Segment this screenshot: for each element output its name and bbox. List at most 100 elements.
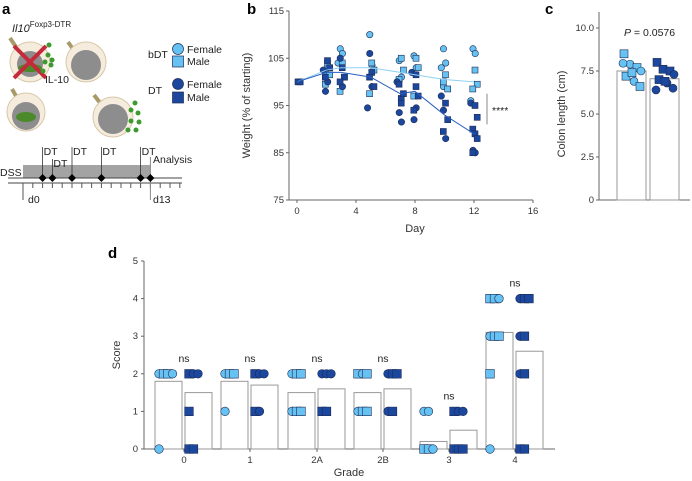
cross-icon <box>12 44 48 80</box>
bar-bdt <box>287 392 316 450</box>
data-point-dt-circle <box>321 87 329 95</box>
ns-annotation: ns <box>178 353 189 365</box>
data-point-dt-square <box>519 444 530 454</box>
data-point-dt-square <box>324 57 331 64</box>
data-point-bdt-square <box>362 406 372 417</box>
dt-label: DT <box>53 158 68 170</box>
y-tick-label: 0 <box>133 444 138 455</box>
foxp3-cell <box>6 88 46 132</box>
data-point-dt-square <box>321 406 332 417</box>
data-point-dt-square <box>387 406 398 417</box>
x-tick-label: 2B <box>377 455 389 466</box>
data-point-bdt-circle <box>167 369 178 379</box>
colon-length-chart: 0 2.5 5.0 7.5 10.0 Colon length (cm) P = 0.057… <box>556 12 690 206</box>
y-tick-label: 75 <box>273 195 284 206</box>
bar-dt <box>515 350 544 450</box>
analysis-label: Analysis <box>153 154 192 166</box>
dt-label: DT <box>102 146 117 158</box>
panel-a-schematic: Il10Foxp3-DTR IL-10 <box>0 20 222 206</box>
p-value-label: P = 0.0576 <box>624 27 675 39</box>
mean-line-bdt <box>296 67 475 83</box>
data-point-dt-square <box>412 83 420 90</box>
data-point-dt-circle <box>364 104 372 112</box>
p-value: = 0.0576 <box>631 27 675 39</box>
il10-label: IL-10 <box>45 74 69 86</box>
data-point-bdt-square <box>485 369 495 379</box>
x-tick-label: 0 <box>294 206 299 217</box>
bar-bdt <box>154 380 183 450</box>
data-point-dt-circle <box>397 118 405 126</box>
data-point-dt-square <box>397 99 405 107</box>
data-point-dt-square <box>473 135 481 142</box>
y-tick-label: 1 <box>133 406 138 417</box>
data-point-bdt-square <box>296 406 306 417</box>
data-point-dt-circle <box>651 85 661 95</box>
data-point-bdt-circle <box>485 444 495 454</box>
legend-dt-label: DT <box>148 85 163 97</box>
x-tick-label: 8 <box>412 206 417 217</box>
x-tick-label: 1 <box>247 455 252 466</box>
data-point-dt-square <box>660 77 670 86</box>
data-point-dt-square <box>458 444 468 454</box>
bar-dt <box>383 388 412 450</box>
data-point-bdt-circle <box>428 444 438 454</box>
y-tick-label: 10.0 <box>576 23 595 34</box>
legend-bdt-male-marker <box>172 55 184 68</box>
data-point-bdt-square <box>471 66 479 74</box>
ns-annotation: ns <box>509 278 520 290</box>
data-point-bdt-square <box>368 59 376 67</box>
data-point-dt-square <box>188 444 199 454</box>
data-point-dt-square <box>524 293 534 304</box>
data-point-bdt-circle <box>636 66 646 76</box>
data-point-bdt-square <box>494 331 504 341</box>
x-tick-label: 12 <box>469 206 480 217</box>
x-axis-label: Day <box>405 223 425 235</box>
data-point-bdt-square <box>414 64 422 71</box>
data-point-dt-square <box>336 78 344 86</box>
data-point-dt-square <box>395 80 403 88</box>
y-tick-label: 4 <box>133 294 138 305</box>
data-point-dt-circle <box>326 369 336 379</box>
score-chart: 0 1 2 3 4 5 Score Grade 0 ns 1 ns 2A ns 2B ns 3 ns 4 ns <box>111 256 555 479</box>
bar-bdt <box>485 331 514 450</box>
x-tick-label: 3 <box>446 455 451 466</box>
dt-diamond <box>68 174 76 182</box>
data-point-bdt-square <box>366 90 373 97</box>
data-point-bdt-circle <box>439 45 447 53</box>
legend-bdt-label: bDT <box>148 49 168 61</box>
data-point-dt-square <box>469 149 477 157</box>
treg-cell-depleted <box>8 36 51 83</box>
dt-diamond <box>48 174 57 182</box>
data-point-dt-circle <box>410 116 418 124</box>
legend-bdt-female: Female <box>187 44 222 56</box>
data-point-bdt-circle <box>220 406 230 417</box>
y-tick-label: 95 <box>273 101 284 112</box>
dss-bar <box>23 165 151 178</box>
data-point-bdt-square <box>412 54 420 62</box>
x-tick-label: 4 <box>512 455 517 466</box>
data-point-bdt-square <box>469 85 477 93</box>
x-tick-label: 0 <box>181 455 186 466</box>
data-point-dt-square <box>439 128 447 135</box>
y-tick-label: 0 <box>589 195 594 206</box>
data-point-dt-square <box>370 83 378 90</box>
data-point-dt-circle <box>395 109 403 117</box>
bar-dt <box>184 392 213 450</box>
panel-label-d: d <box>108 245 117 262</box>
data-point-dt-circle <box>442 135 450 143</box>
data-point-bdt-circle <box>442 59 450 67</box>
data-point-dt-square <box>392 369 402 379</box>
panel-label-a: a <box>2 1 11 18</box>
data-point-bdt-square <box>627 68 637 78</box>
data-point-bdt-square <box>442 71 449 79</box>
y-tick-label: 2.5 <box>581 152 594 163</box>
dt-label: DT <box>142 146 157 158</box>
dt-label: DT <box>44 146 59 158</box>
significance-label: **** <box>492 105 508 117</box>
x-tick-label: 4 <box>353 206 358 217</box>
il10-dots <box>40 42 55 74</box>
data-point-dt-square <box>473 114 481 121</box>
data-point-dt-circle <box>259 369 269 379</box>
data-point-dt-circle <box>458 406 468 417</box>
legend-dt-male: Male <box>187 92 210 104</box>
